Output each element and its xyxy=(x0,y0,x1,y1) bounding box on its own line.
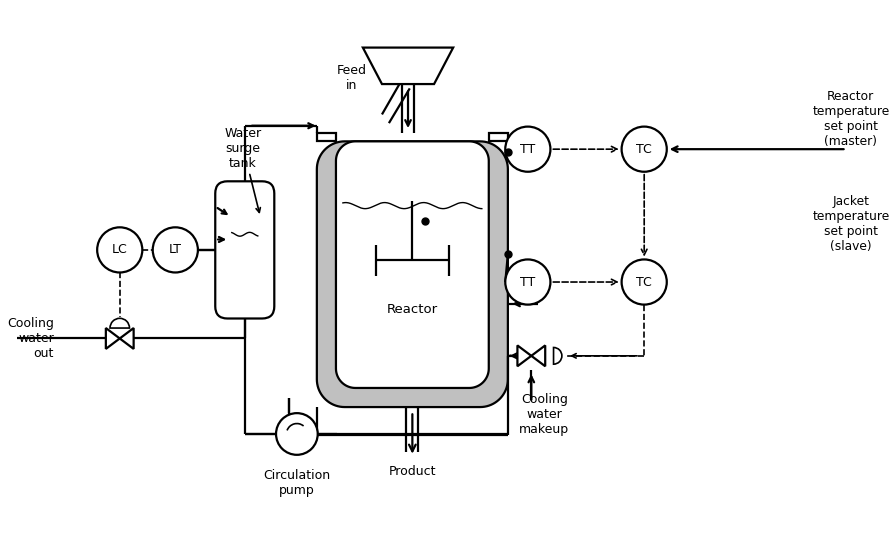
Polygon shape xyxy=(317,133,336,141)
Text: TC: TC xyxy=(636,275,652,288)
Polygon shape xyxy=(106,328,120,349)
Text: TT: TT xyxy=(521,275,536,288)
Polygon shape xyxy=(517,345,531,366)
Text: Feed
in: Feed in xyxy=(337,64,366,92)
Polygon shape xyxy=(317,141,508,407)
Text: Jacket
temperature
set point
(slave): Jacket temperature set point (slave) xyxy=(813,195,890,253)
Text: Cooling
water
makeup: Cooling water makeup xyxy=(520,393,569,436)
Text: Cooling
water
out: Cooling water out xyxy=(7,317,54,360)
Polygon shape xyxy=(120,328,134,349)
Text: TT: TT xyxy=(521,143,536,155)
Polygon shape xyxy=(363,47,453,84)
Circle shape xyxy=(505,259,550,305)
Text: Water
surge
tank: Water surge tank xyxy=(225,127,262,170)
Text: Circulation
pump: Circulation pump xyxy=(263,469,331,497)
Text: Product: Product xyxy=(389,465,436,478)
Text: Reactor
temperature
set point
(master): Reactor temperature set point (master) xyxy=(813,90,890,148)
Circle shape xyxy=(276,413,318,455)
Text: TC: TC xyxy=(636,143,652,155)
Circle shape xyxy=(505,126,550,172)
Polygon shape xyxy=(336,141,489,388)
Circle shape xyxy=(622,259,667,305)
Text: LC: LC xyxy=(112,243,127,257)
Circle shape xyxy=(97,228,142,272)
Text: LT: LT xyxy=(168,243,182,257)
Polygon shape xyxy=(531,345,545,366)
Text: Reactor: Reactor xyxy=(387,303,438,316)
Wedge shape xyxy=(554,348,562,364)
Polygon shape xyxy=(489,133,508,141)
FancyBboxPatch shape xyxy=(215,181,274,318)
Circle shape xyxy=(622,126,667,172)
Wedge shape xyxy=(110,318,129,328)
Circle shape xyxy=(152,228,198,272)
